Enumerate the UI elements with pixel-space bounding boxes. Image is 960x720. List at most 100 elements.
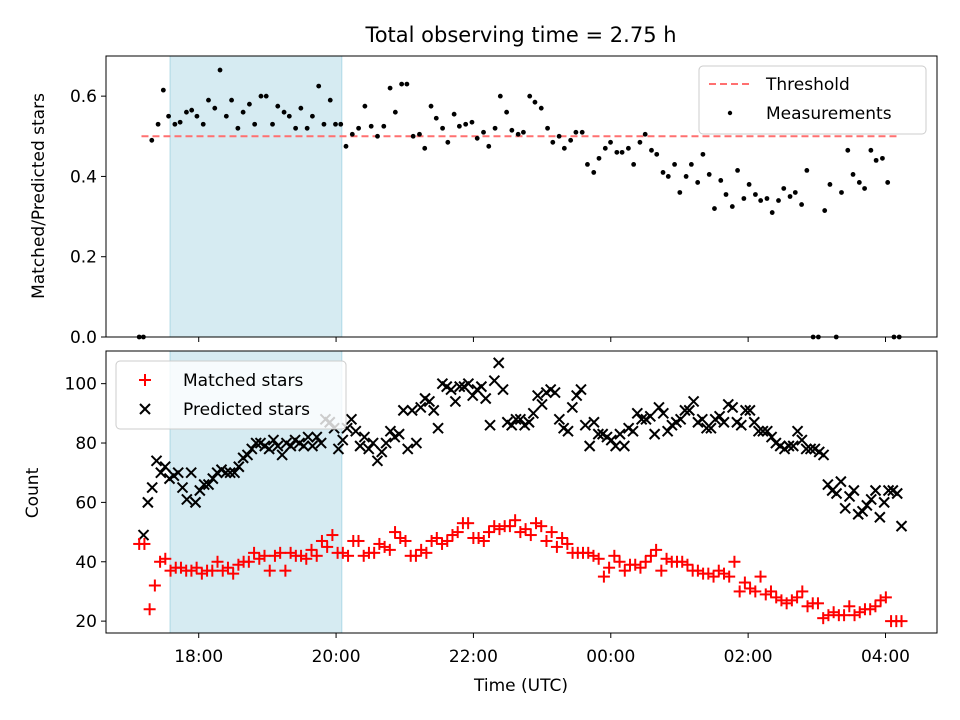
measurement-point	[217, 67, 223, 73]
matched-point	[488, 520, 501, 533]
predicted-point	[618, 440, 631, 452]
matched-point	[154, 555, 167, 568]
matched-point	[608, 549, 621, 562]
matched-point	[258, 549, 271, 562]
predicted-point	[202, 478, 215, 491]
measurement-point	[206, 97, 211, 103]
measurement-point	[677, 190, 683, 195]
matched-point	[838, 609, 851, 622]
predicted-point	[791, 425, 804, 437]
measurement-point	[880, 155, 885, 161]
matched-point	[425, 534, 438, 547]
predicted-point	[159, 461, 171, 473]
measurement-point	[497, 93, 503, 99]
measurement-point	[654, 151, 660, 157]
matched-point	[879, 591, 892, 604]
measurement-point	[177, 119, 183, 125]
legend-threshold-label: Threshold	[765, 75, 850, 95]
matched-point	[733, 585, 746, 598]
matched-point	[138, 537, 151, 550]
predicted-point	[579, 419, 592, 431]
predicted-point	[345, 413, 358, 425]
predicted-point	[575, 383, 587, 396]
predicted-point	[315, 437, 327, 449]
matched-point	[874, 594, 887, 607]
matched-point	[310, 549, 323, 562]
predicted-point	[514, 413, 527, 425]
measurement-point	[410, 133, 416, 139]
predicted-point	[228, 466, 241, 479]
matched-point	[853, 606, 866, 619]
measurement-point	[194, 113, 200, 119]
measurement-point	[166, 113, 171, 119]
measurement-point	[695, 180, 701, 185]
predicted-point	[285, 440, 297, 452]
x-axis-label: Time (UTC)	[473, 676, 568, 696]
matched-point	[613, 555, 626, 568]
measurement-point	[776, 198, 781, 203]
matched-point	[227, 567, 240, 580]
matched-point	[519, 523, 532, 536]
predicted-point	[787, 440, 799, 452]
measurement-point	[712, 206, 717, 211]
measurement-point	[263, 93, 269, 99]
predicted-point	[822, 478, 834, 491]
matched-point	[415, 543, 428, 556]
matched-point	[827, 606, 840, 619]
matched-point	[503, 520, 516, 533]
predicted-point	[796, 434, 808, 446]
matched-point	[550, 540, 563, 553]
matched-point	[268, 549, 281, 562]
predicted-point	[653, 401, 665, 414]
matched-point	[801, 600, 814, 613]
predicted-point	[393, 428, 405, 440]
x-tick-label: 22:00	[449, 647, 498, 667]
matched-point	[545, 526, 558, 539]
matched-point	[603, 561, 616, 574]
measurement-point	[509, 127, 515, 133]
matched-point	[660, 552, 673, 565]
matched-point	[524, 529, 537, 542]
x-tick-label: 00:00	[586, 647, 635, 667]
matched-point	[185, 564, 198, 577]
measurement-point	[235, 125, 241, 131]
predicted-point	[172, 466, 184, 479]
predicted-point	[527, 407, 540, 420]
matched-point	[284, 546, 297, 559]
measurement-point	[298, 105, 304, 111]
measurement-point	[573, 129, 579, 135]
predicted-point	[765, 431, 778, 443]
measurement-point	[316, 83, 322, 89]
predicted-point	[553, 413, 566, 425]
measurement-point	[862, 186, 867, 191]
measurement-point	[515, 131, 521, 137]
bottom-y-tick-label: 20	[75, 612, 97, 632]
measurement-point	[281, 109, 287, 115]
measurement-point	[286, 113, 292, 119]
top-y-tick-label: 0.0	[70, 328, 97, 348]
predicted-point	[744, 404, 756, 417]
matched-point	[321, 540, 334, 553]
measurement-point	[349, 131, 355, 137]
predicted-point	[523, 416, 535, 428]
matched-point	[780, 597, 793, 610]
matched-point	[749, 585, 762, 598]
matched-point	[216, 564, 229, 577]
bottom-axes-frame	[105, 350, 938, 634]
matched-point	[394, 532, 407, 545]
measurement-point	[769, 210, 775, 215]
predicted-point	[384, 425, 397, 437]
predicted-point	[146, 481, 158, 494]
measurement-point	[827, 182, 833, 187]
measurement-point	[333, 121, 338, 127]
matched-point	[164, 564, 177, 577]
matched-point	[174, 561, 187, 574]
matched-point	[300, 552, 313, 565]
matched-point	[770, 591, 783, 604]
matched-point	[582, 546, 595, 559]
predicted-point	[150, 455, 163, 467]
matched-point	[869, 600, 882, 613]
matched-point	[634, 561, 647, 574]
measurement-point	[845, 147, 851, 153]
predicted-point	[696, 413, 708, 425]
